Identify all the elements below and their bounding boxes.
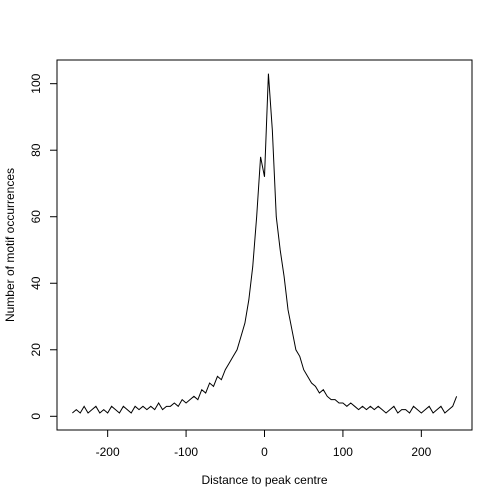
y-tick-label: 60 — [29, 210, 43, 224]
x-tick-label: -100 — [174, 445, 198, 459]
y-tick-label: 80 — [29, 143, 43, 157]
y-tick-label: 100 — [29, 73, 43, 93]
y-tick-label: 0 — [29, 413, 43, 420]
data-line — [72, 73, 458, 414]
x-tick-label: 0 — [261, 445, 268, 459]
y-axis-label: Number of motif occurrences — [3, 168, 17, 322]
y-tick-label: 40 — [29, 276, 43, 290]
x-tick-label: 200 — [411, 445, 431, 459]
x-tick-label: -200 — [96, 445, 120, 459]
x-tick-label: 100 — [333, 445, 353, 459]
x-axis-label: Distance to peak centre — [201, 473, 327, 487]
plot-box — [56, 59, 473, 431]
y-tick-label: 20 — [29, 343, 43, 357]
